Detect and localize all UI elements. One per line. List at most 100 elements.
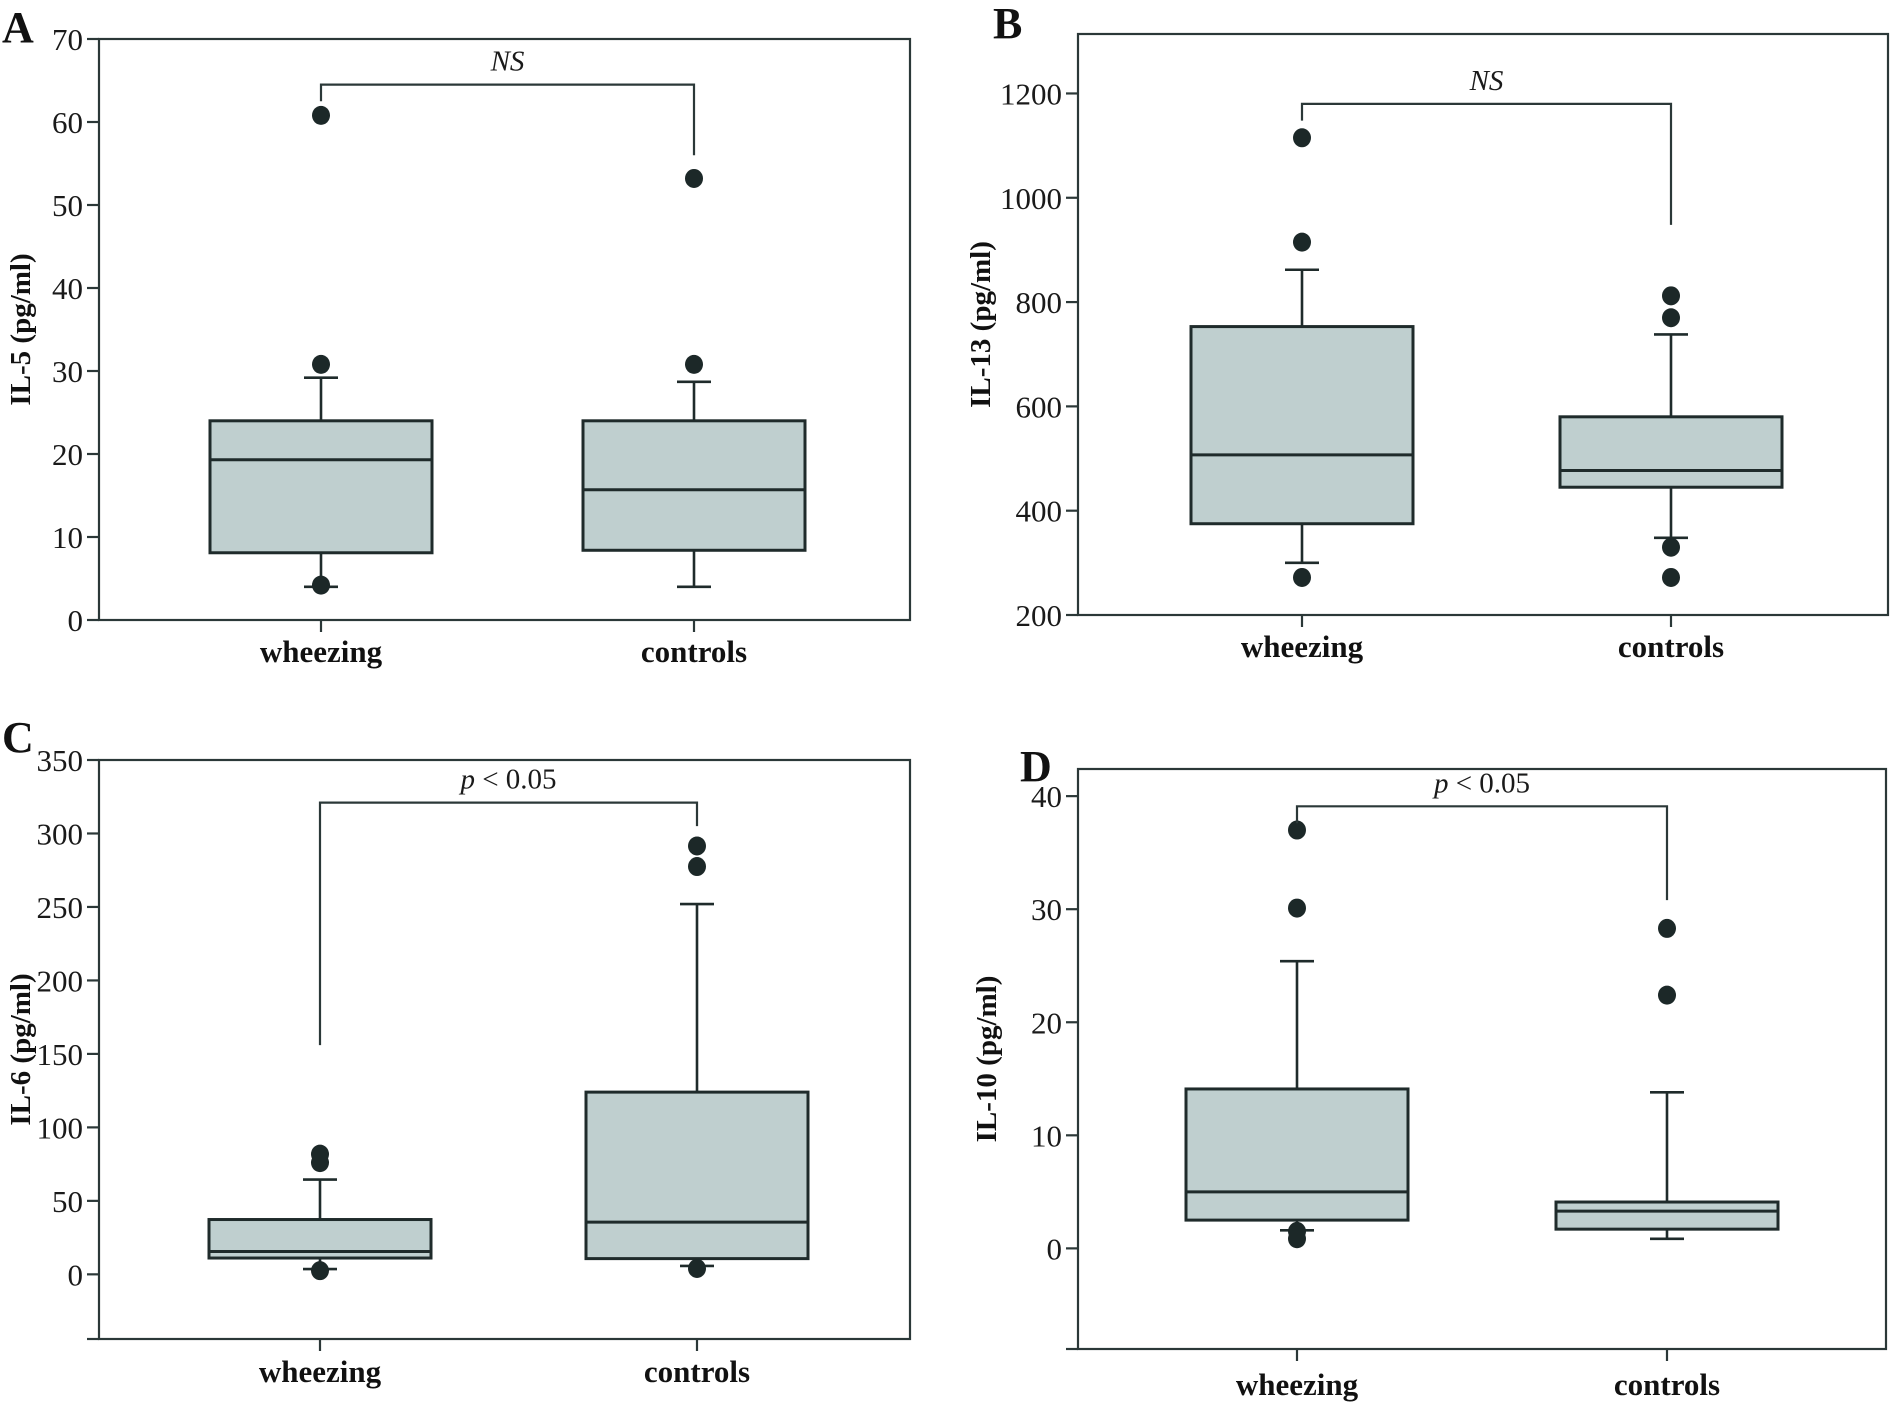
y-tick-label: 10 <box>1031 1118 1062 1153</box>
significance-label: p < 0.05 <box>1432 767 1530 799</box>
p-threshold: < 0.05 <box>475 764 557 796</box>
y-tick-label: 30 <box>1031 892 1062 927</box>
x-tick-label: wheezing <box>1241 629 1364 664</box>
significance-bracket <box>318 801 699 1046</box>
y-tick-label: 350 <box>37 743 84 778</box>
significance-bracket <box>319 83 696 156</box>
y-axis-label: IL-10 (pg/ml) <box>971 976 1003 1143</box>
box-controls <box>584 836 810 1278</box>
outlier-point <box>311 1261 329 1281</box>
iqr-box <box>1558 415 1784 489</box>
box-wheezing <box>1184 820 1410 1249</box>
y-tick-label: 0 <box>68 603 84 638</box>
y-tick-label: 400 <box>1016 494 1063 529</box>
y-tick-label: 30 <box>52 354 83 389</box>
outlier-point <box>688 836 706 856</box>
significance-label: p < 0.05 <box>458 764 556 796</box>
y-tick-label: 40 <box>52 271 83 306</box>
significance-label: NS <box>1469 65 1504 97</box>
box-controls <box>581 168 807 589</box>
outlier-point <box>1662 308 1680 328</box>
panel-letter: D <box>1020 742 1052 791</box>
box-wheezing <box>208 105 434 595</box>
y-tick-label: 600 <box>1016 389 1063 424</box>
x-tick-label: wheezing <box>1236 1367 1359 1402</box>
panel-letter: A <box>2 3 34 52</box>
outlier-point <box>688 1258 706 1278</box>
outlier-point <box>1293 232 1311 252</box>
y-tick-label: 0 <box>1047 1231 1063 1266</box>
iqr-box <box>1554 1200 1780 1231</box>
outlier-point <box>1662 537 1680 557</box>
outlier-point <box>1293 128 1311 148</box>
significance-bracket <box>1300 102 1673 225</box>
y-tick-label: 250 <box>37 890 84 925</box>
outlier-point <box>685 168 703 188</box>
outlier-point <box>688 857 706 877</box>
y-tick-label: 20 <box>1031 1005 1062 1040</box>
significance-label: NS <box>490 46 525 78</box>
y-tick-label: 1000 <box>1000 181 1062 216</box>
panel-d: D 0 10 20 30 40 IL-10 (pg/ml) wheezing controls p… <box>971 742 1888 1402</box>
y-axis-label: IL-5 (pg/ml) <box>5 253 37 405</box>
p-threshold: < 0.05 <box>1448 767 1530 799</box>
y-tick-label: 50 <box>52 188 83 223</box>
outlier-point <box>312 105 330 125</box>
outlier-point <box>1288 1229 1306 1249</box>
outlier-point <box>685 354 703 374</box>
y-tick-label: 50 <box>52 1184 83 1219</box>
x-tick-label: controls <box>1614 1367 1720 1402</box>
outlier-point <box>1662 286 1680 306</box>
p-symbol: p <box>1432 767 1449 799</box>
x-tick-label: controls <box>641 634 747 669</box>
x-tick-label: wheezing <box>260 634 383 669</box>
panel-a: A 0 10 20 30 40 50 60 70 IL-5 (pg/ml) wheezing cont… <box>2 3 912 669</box>
y-tick-label: 300 <box>37 816 84 851</box>
iqr-box <box>208 419 434 555</box>
box-wheezing <box>1189 128 1415 587</box>
outlier-point <box>1288 898 1306 918</box>
outlier-point <box>1293 567 1311 587</box>
y-axis-label: IL-13 (pg/ml) <box>965 241 997 408</box>
outlier-point <box>311 1153 329 1173</box>
plot-frame <box>1076 767 1888 1351</box>
panel-letter: B <box>993 0 1022 48</box>
box-controls <box>1554 918 1780 1241</box>
y-tick-label: 20 <box>52 437 83 472</box>
y-tick-label: 150 <box>37 1037 84 1072</box>
box-wheezing <box>207 1144 433 1281</box>
outlier-point <box>1662 567 1680 587</box>
y-tick-label: 70 <box>52 22 83 57</box>
outlier-point <box>1288 820 1306 840</box>
outlier-point <box>312 575 330 595</box>
outlier-point <box>1658 918 1676 938</box>
iqr-box <box>581 419 807 552</box>
y-tick-label: 40 <box>1031 779 1062 814</box>
y-tick-label: 60 <box>52 105 83 140</box>
panel-b: B 200 400 600 800 1000 1200 IL-13 (pg/ml) wheezi… <box>965 0 1890 664</box>
y-axis-label: IL-6 (pg/ml) <box>5 973 37 1125</box>
outlier-point <box>312 354 330 374</box>
panel-c: C 0 50 100 150 200 250 300 350 IL-6 (pg/ml) wheezi… <box>2 713 912 1389</box>
x-tick-label: wheezing <box>259 1354 382 1389</box>
plot-frame <box>97 758 912 1341</box>
y-tick-label: 200 <box>37 963 84 998</box>
outlier-point <box>1658 985 1676 1005</box>
y-tick-label: 200 <box>1016 598 1063 633</box>
y-tick-label: 1200 <box>1000 76 1062 111</box>
significance-bracket <box>1295 805 1669 901</box>
iqr-box <box>584 1090 810 1261</box>
iqr-box <box>1189 325 1415 526</box>
plot-frame <box>1076 32 1890 617</box>
y-tick-label: 800 <box>1016 285 1063 320</box>
x-tick-label: controls <box>644 1354 750 1389</box>
box-controls <box>1558 286 1784 587</box>
p-symbol: p <box>458 764 475 796</box>
x-tick-label: controls <box>1618 629 1724 664</box>
y-tick-label: 0 <box>68 1257 84 1292</box>
y-tick-label: 100 <box>37 1110 84 1145</box>
y-tick-label: 10 <box>52 520 83 555</box>
iqr-box <box>1184 1087 1410 1222</box>
plot-frame <box>97 37 912 622</box>
